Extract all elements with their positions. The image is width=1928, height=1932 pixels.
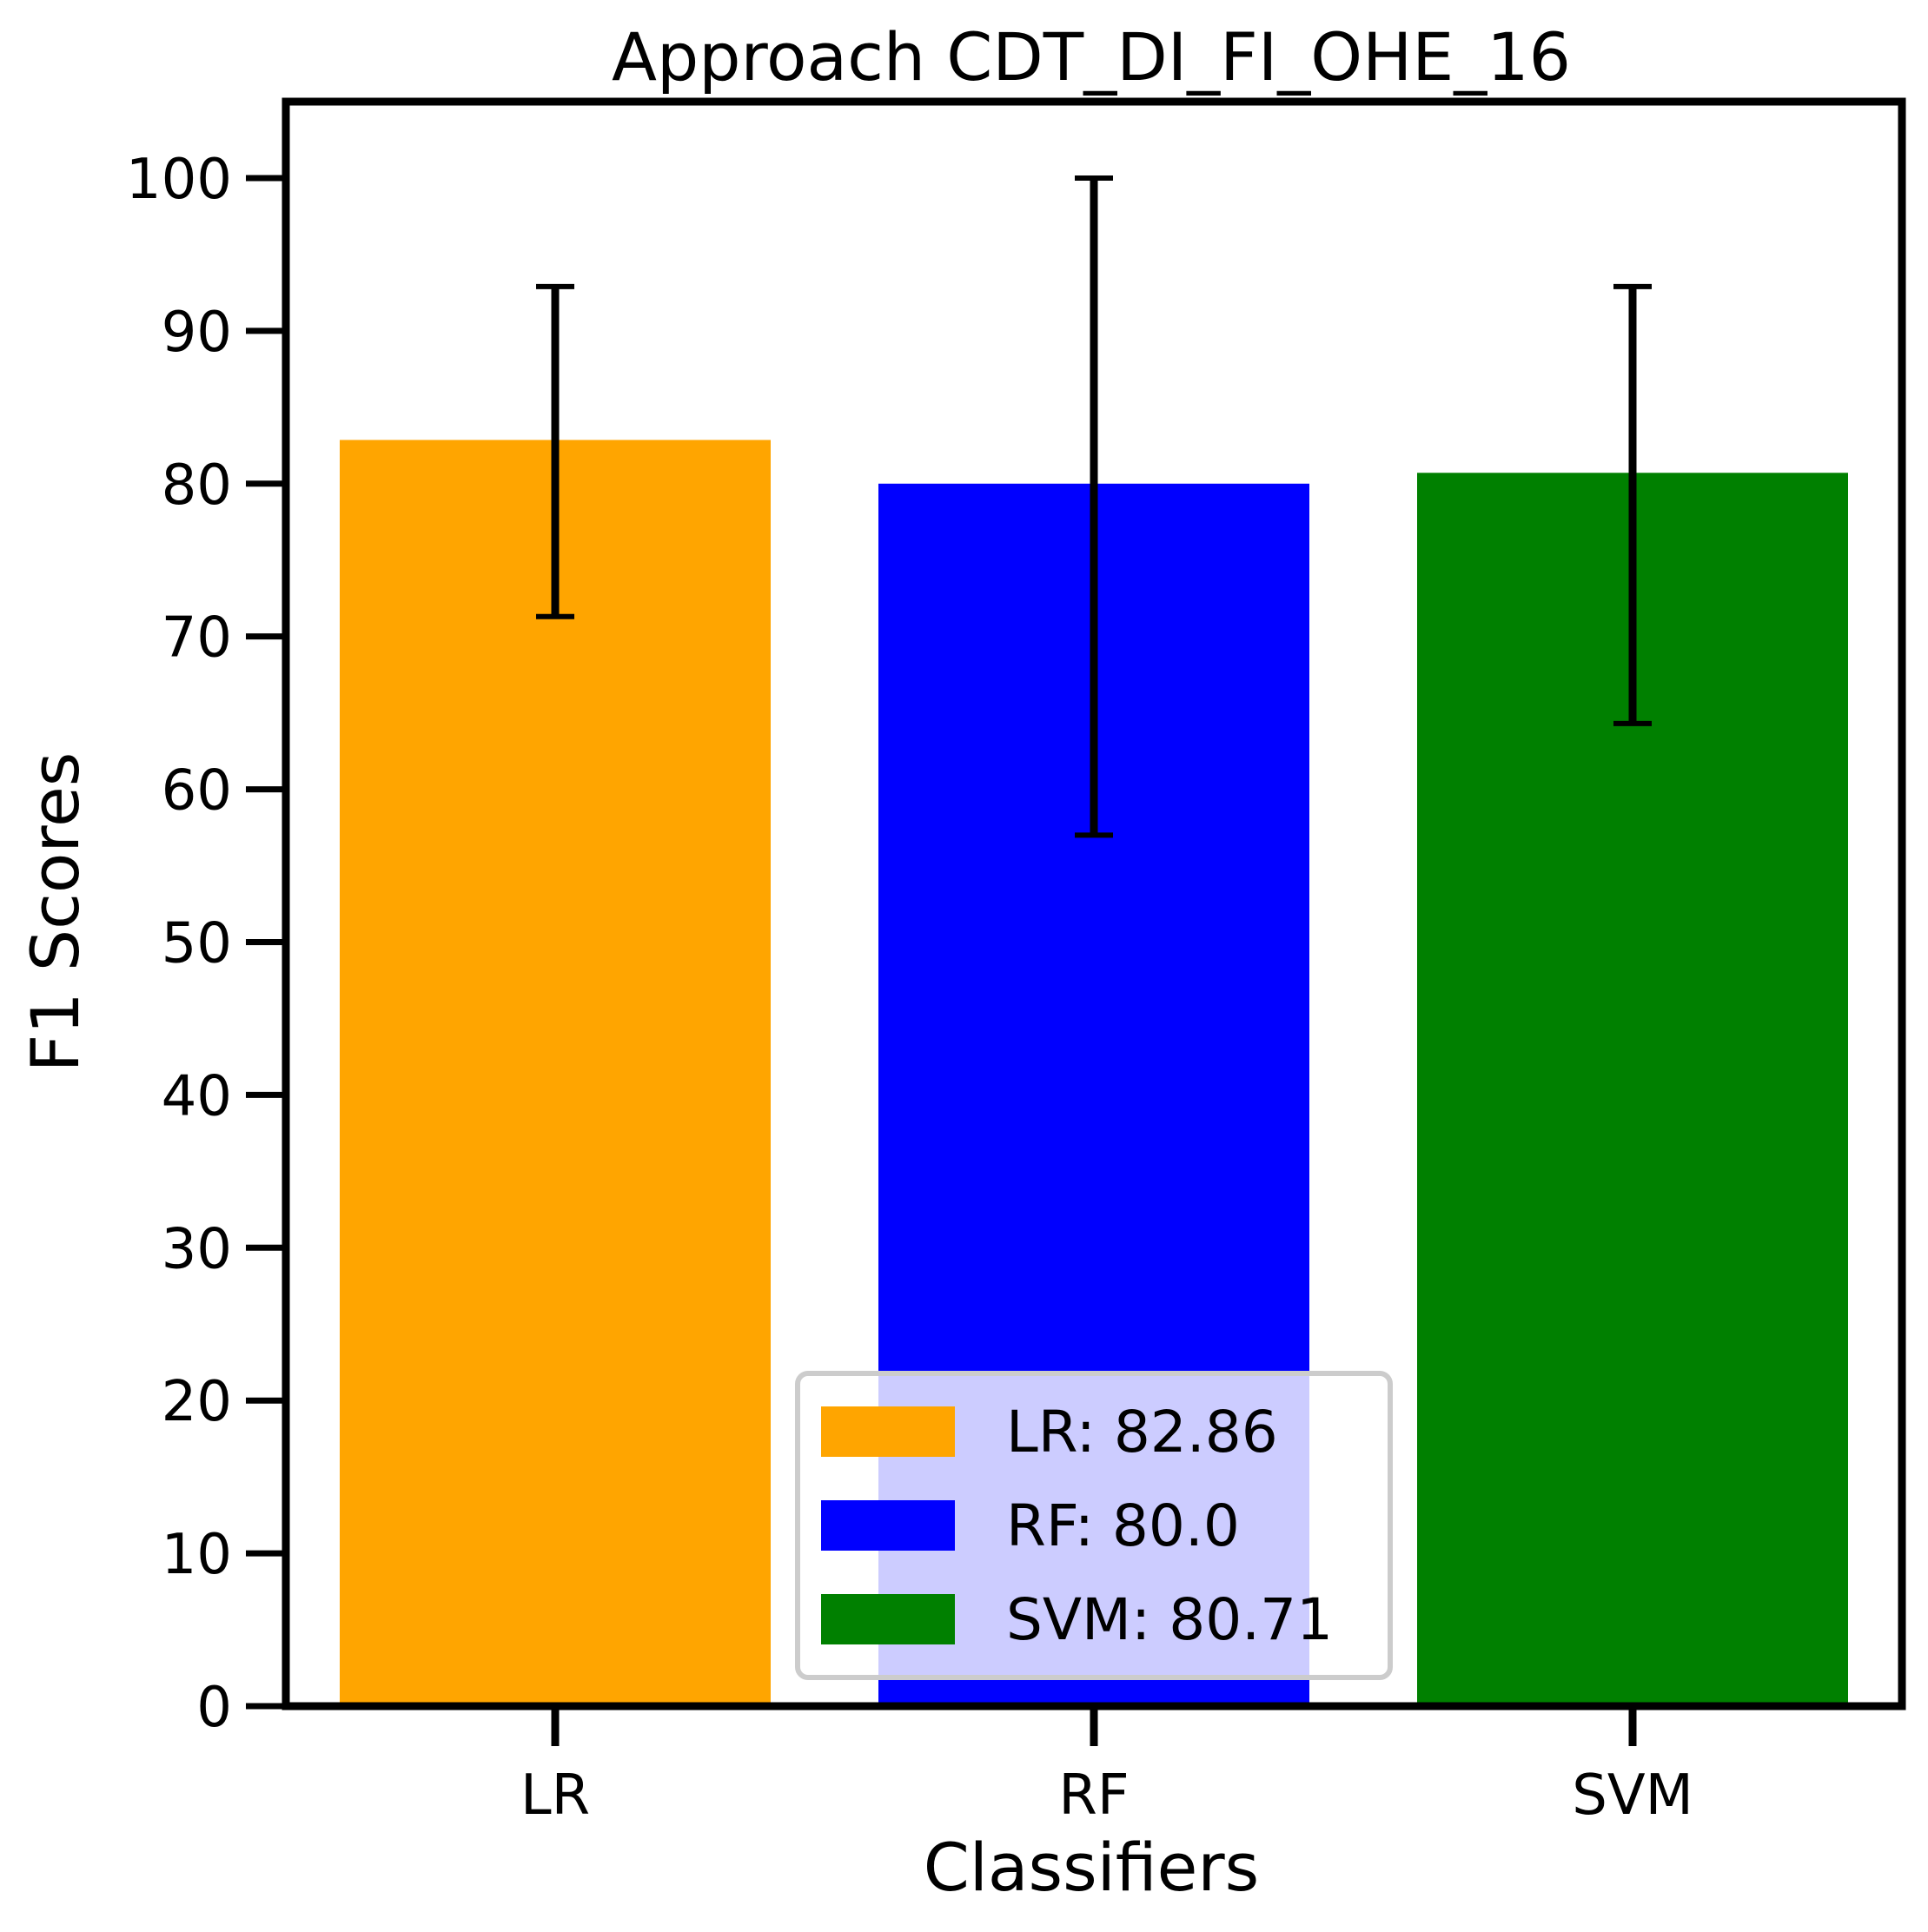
- legend-label-lr: LR: 82.86: [1006, 1399, 1278, 1466]
- y-tick-label: 0: [196, 1676, 232, 1740]
- error-bar-lr: [536, 283, 574, 619]
- legend-label-rf: RF: 80.0: [1006, 1492, 1240, 1559]
- legend-swatch-svm: [821, 1594, 955, 1644]
- error-bar-svm: [1613, 283, 1652, 726]
- legend: LR: 82.86 RF: 80.0 SVM: 80.71: [795, 1371, 1393, 1680]
- y-tick-label: 10: [162, 1523, 232, 1587]
- legend-swatch-lr: [821, 1406, 955, 1457]
- legend-swatch-rf: [821, 1500, 955, 1551]
- y-tick-label: 20: [162, 1370, 232, 1434]
- y-axis-label: F1 Scores: [17, 752, 94, 1073]
- x-tick-label-lr: LR: [520, 1763, 590, 1828]
- y-tick-label: 30: [162, 1217, 232, 1281]
- x-axis-label: Classifiers: [924, 1829, 1260, 1906]
- y-tick-label: 80: [162, 453, 232, 518]
- y-tick-label: 100: [126, 148, 232, 212]
- x-tick-label-svm: SVM: [1572, 1763, 1693, 1828]
- chart-title: Approach CDT_DI_FI_OHE_16: [612, 18, 1571, 96]
- y-tick-label: 60: [162, 759, 232, 824]
- x-tick-label-rf: RF: [1058, 1763, 1129, 1828]
- y-tick-label: 50: [162, 911, 232, 976]
- bar-lr: [340, 440, 771, 1707]
- error-bar-rf: [1075, 175, 1113, 838]
- y-tick-label: 70: [162, 606, 232, 671]
- y-tick-label: 90: [162, 301, 232, 365]
- y-tick-label: 40: [162, 1064, 232, 1128]
- error-bars-layer: [536, 175, 1652, 838]
- legend-label-svm: SVM: 80.71: [1006, 1586, 1333, 1653]
- axes-layer: 0 10 20 30 40 50 60 70 80 90 100 LR RF SVM: [126, 97, 1906, 1828]
